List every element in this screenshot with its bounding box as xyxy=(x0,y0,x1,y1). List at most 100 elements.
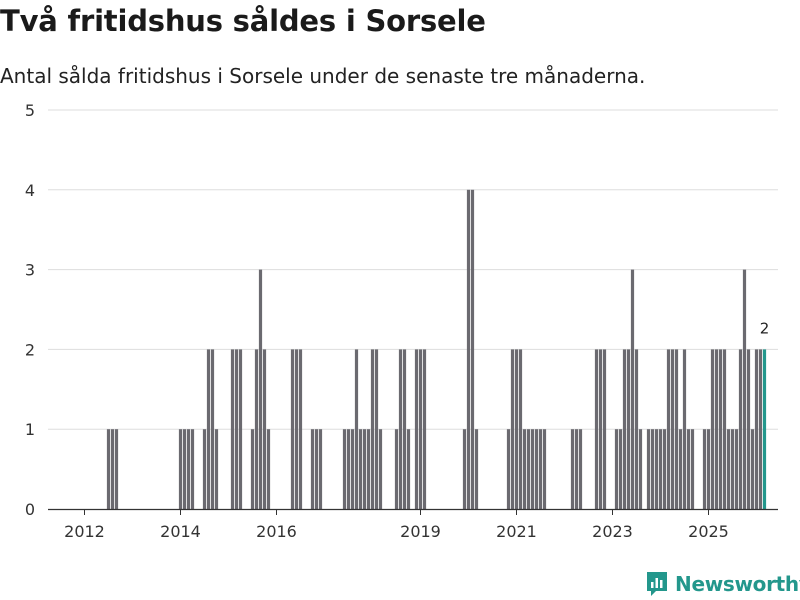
bar xyxy=(462,429,467,509)
bar xyxy=(574,429,579,509)
bar xyxy=(618,429,623,509)
bar xyxy=(730,429,735,509)
bar xyxy=(746,349,751,509)
bar xyxy=(106,429,111,509)
bar xyxy=(214,429,219,509)
bar xyxy=(506,429,511,509)
bar xyxy=(722,349,727,509)
bar xyxy=(414,349,419,509)
bar xyxy=(362,429,367,509)
bar xyxy=(598,349,603,509)
bar xyxy=(190,429,195,509)
bar xyxy=(314,429,319,509)
bar xyxy=(294,349,299,509)
bar xyxy=(734,429,739,509)
bar xyxy=(526,429,531,509)
x-tick-label: 2019 xyxy=(400,522,441,541)
bar xyxy=(342,429,347,509)
y-tick-label: 5 xyxy=(25,101,35,120)
bar xyxy=(290,349,295,509)
bar xyxy=(378,429,383,509)
x-tick-label: 2025 xyxy=(688,522,729,541)
bar xyxy=(186,429,191,509)
newsworthy-logo-icon xyxy=(647,572,667,596)
bar xyxy=(622,349,627,509)
bar xyxy=(630,269,635,509)
newsworthy-logo: Newsworthy xyxy=(645,570,800,598)
bar xyxy=(298,349,303,509)
y-tick-label: 3 xyxy=(25,261,35,280)
bar xyxy=(626,349,631,509)
bar xyxy=(234,349,239,509)
bar xyxy=(570,429,575,509)
bar xyxy=(514,349,519,509)
bar xyxy=(542,429,547,509)
bar xyxy=(666,349,671,509)
y-tick-label: 1 xyxy=(25,420,35,439)
y-tick-label: 4 xyxy=(25,181,35,200)
bar xyxy=(762,349,767,509)
bar xyxy=(358,429,363,509)
bar xyxy=(366,429,371,509)
bar xyxy=(686,429,691,509)
bar xyxy=(710,349,715,509)
bar xyxy=(394,429,399,509)
x-tick-label: 2021 xyxy=(496,522,537,541)
bar xyxy=(534,429,539,509)
bar xyxy=(178,429,183,509)
bar xyxy=(662,429,667,509)
bar xyxy=(354,349,359,509)
bar xyxy=(114,429,119,509)
bar xyxy=(350,429,355,509)
bar xyxy=(754,349,759,509)
bar xyxy=(406,429,411,509)
bar xyxy=(518,349,523,509)
bar xyxy=(238,349,243,509)
bar xyxy=(402,349,407,509)
bar xyxy=(262,349,267,509)
bar xyxy=(594,349,599,509)
bar xyxy=(718,349,723,509)
x-tick-label: 2012 xyxy=(64,522,105,541)
bar xyxy=(674,349,679,509)
bar xyxy=(654,429,659,509)
bar xyxy=(318,429,323,509)
bar xyxy=(614,429,619,509)
bar xyxy=(374,349,379,509)
bar-chart: 0 1 2 3 4 5 2012 2014 2016 2019 2021 2023 2025 2 xyxy=(25,101,778,541)
bar xyxy=(742,269,747,509)
chart-subtitle: Antal sålda fritidshus i Sorsele under d… xyxy=(0,64,646,88)
bar xyxy=(522,429,527,509)
bar xyxy=(750,429,755,509)
bar xyxy=(258,269,263,509)
bar xyxy=(182,429,187,509)
bar xyxy=(602,349,607,509)
bar xyxy=(370,349,375,509)
bar xyxy=(250,429,255,509)
bar xyxy=(538,429,543,509)
bar xyxy=(638,429,643,509)
bar xyxy=(714,349,719,509)
data-label: 2 xyxy=(760,319,770,337)
y-tick-label: 2 xyxy=(25,340,35,359)
bar xyxy=(346,429,351,509)
x-tick-label: 2014 xyxy=(160,522,201,541)
newsworthy-logo-text: Newsworthy xyxy=(675,572,800,596)
bar xyxy=(474,429,479,509)
bar xyxy=(670,349,675,509)
bar xyxy=(210,349,215,509)
bar xyxy=(682,349,687,509)
bar xyxy=(230,349,235,509)
bar xyxy=(738,349,743,509)
bar xyxy=(578,429,583,509)
bar xyxy=(650,429,655,509)
bar xyxy=(702,429,707,509)
bar xyxy=(678,429,683,509)
bar xyxy=(658,429,663,509)
bar xyxy=(418,349,423,509)
bar xyxy=(206,349,211,509)
bar xyxy=(266,429,271,509)
y-tick-label: 0 xyxy=(25,500,35,519)
bar xyxy=(310,429,315,509)
bar xyxy=(398,349,403,509)
